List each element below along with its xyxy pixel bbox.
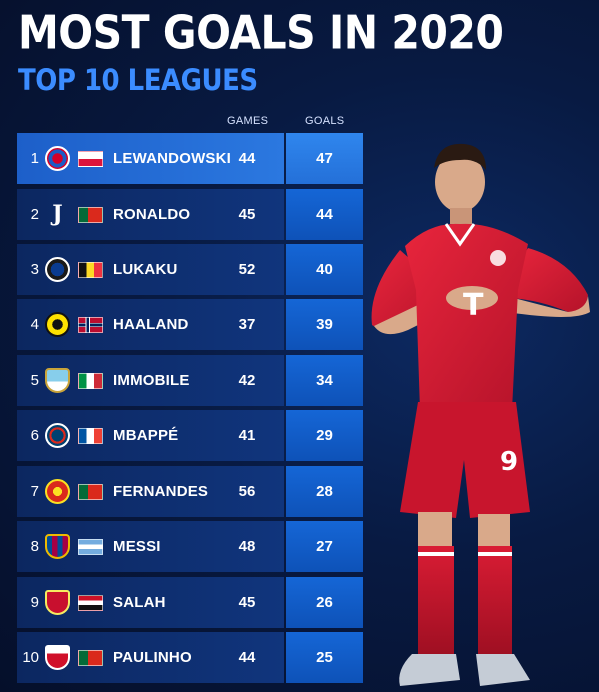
juventus-crest-icon: J xyxy=(52,201,63,227)
bayern-munich-crest-icon xyxy=(45,146,70,171)
table-row: 6 MBAPPÉ 41 29 xyxy=(17,410,363,461)
goals-value: 40 xyxy=(316,261,333,278)
psg-crest-icon xyxy=(45,423,70,448)
goals-value: 34 xyxy=(316,372,333,389)
table-row: 8 MESSI 48 27 xyxy=(17,521,363,572)
player-name: FERNANDES xyxy=(113,483,209,500)
rank-number: 7 xyxy=(30,483,39,500)
table-row: 10 PAULINHO 44 25 xyxy=(17,632,363,683)
goals-value: 26 xyxy=(316,594,333,611)
games-value: 45 xyxy=(238,206,256,223)
svg-text:T: T xyxy=(463,288,484,323)
manchester-united-crest-icon xyxy=(45,479,70,504)
games-value: 52 xyxy=(238,261,256,278)
rank-number: 4 xyxy=(30,316,39,333)
goals-value: 29 xyxy=(316,427,333,444)
norway-flag-icon xyxy=(78,317,103,333)
table-row: 5 IMMOBILE 42 34 xyxy=(17,355,363,406)
player-name: MESSI xyxy=(113,538,161,555)
ranking-table: 1 LEWANDOWSKI 44 47 2 J RONALDO 45 44 3 … xyxy=(17,133,363,689)
rank-number: 5 xyxy=(30,372,39,389)
goals-value: 39 xyxy=(316,316,333,333)
player-name: RONALDO xyxy=(113,206,191,223)
braga-crest-icon xyxy=(45,645,70,670)
player-name: HAALAND xyxy=(113,316,189,333)
games-column-header: GAMES xyxy=(227,115,269,127)
inter-milan-crest-icon xyxy=(45,257,70,282)
table-row: 1 LEWANDOWSKI 44 47 xyxy=(17,133,363,184)
games-value: 48 xyxy=(238,538,256,555)
page-title: MOST GOALS IN 2020 xyxy=(18,6,504,60)
rank-number: 2 xyxy=(30,206,39,223)
goals-value: 28 xyxy=(316,483,333,500)
lazio-crest-icon xyxy=(45,368,70,393)
portugal-flag-icon xyxy=(78,207,103,223)
games-value: 37 xyxy=(238,316,256,333)
rank-number: 8 xyxy=(30,538,39,555)
egypt-flag-icon xyxy=(78,595,103,611)
table-row: 7 FERNANDES 56 28 xyxy=(17,466,363,517)
belgium-flag-icon xyxy=(78,262,103,278)
italy-flag-icon xyxy=(78,373,103,389)
table-row: 3 LUKAKU 52 40 xyxy=(17,244,363,295)
games-value: 44 xyxy=(238,150,256,167)
games-value: 42 xyxy=(238,372,256,389)
player-name: LUKAKU xyxy=(113,261,178,278)
table-row: 9 SALAH 45 26 xyxy=(17,577,363,628)
rank-number: 1 xyxy=(30,150,39,167)
football-player-celebrating-icon: T 9 xyxy=(371,143,590,686)
games-value: 45 xyxy=(238,594,256,611)
player-name: PAULINHO xyxy=(113,649,192,666)
svg-text:9: 9 xyxy=(500,447,518,477)
page-subtitle: TOP 10 LEAGUES xyxy=(18,64,258,98)
table-row: 2 J RONALDO 45 44 xyxy=(17,189,363,240)
rank-number: 10 xyxy=(22,649,39,666)
games-value: 41 xyxy=(238,427,256,444)
rank-number: 3 xyxy=(30,261,39,278)
rank-number: 6 xyxy=(30,427,39,444)
rank-number: 9 xyxy=(30,594,39,611)
portugal-flag-icon xyxy=(78,484,103,500)
player-name: MBAPPÉ xyxy=(113,427,179,444)
liverpool-crest-icon xyxy=(45,590,70,615)
france-flag-icon xyxy=(78,428,103,444)
goals-value: 47 xyxy=(316,150,333,167)
games-value: 44 xyxy=(238,649,256,666)
goals-column-header: GOALS xyxy=(305,115,345,127)
games-value: 56 xyxy=(238,483,256,500)
goals-value: 25 xyxy=(316,649,333,666)
borussia-dortmund-crest-icon xyxy=(45,312,70,337)
player-name: SALAH xyxy=(113,594,166,611)
player-name: LEWANDOWSKI xyxy=(113,150,232,167)
goals-value: 27 xyxy=(316,538,333,555)
player-name: IMMOBILE xyxy=(113,372,190,389)
argentina-flag-icon xyxy=(78,539,103,555)
goals-value: 44 xyxy=(316,206,333,223)
portugal-flag-icon xyxy=(78,650,103,666)
barcelona-crest-icon xyxy=(45,534,70,559)
table-row: 4 HAALAND 37 39 xyxy=(17,299,363,350)
poland-flag-icon xyxy=(78,151,103,167)
